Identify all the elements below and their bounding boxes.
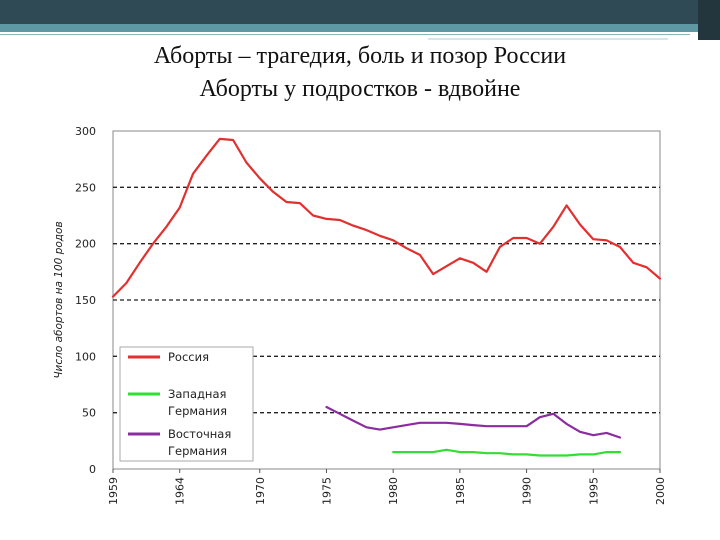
x-tick-label: 1959 [107,477,120,505]
legend-label: Восточная [168,427,231,441]
top-banner [0,0,720,24]
y-tick-label: 100 [75,350,96,363]
x-tick-label: 1980 [387,477,400,505]
y-axis-label: Число абортов на 100 родов [53,221,65,378]
legend-label: Западная [168,387,226,401]
top-banner-accent [0,24,720,32]
legend-label: Германия [168,404,227,418]
y-tick-label: 300 [75,125,96,138]
y-tick-label: 200 [75,238,96,251]
legend-label: Россия [168,350,209,364]
x-tick-label: 1970 [254,477,267,505]
x-tick-label: 1995 [587,477,600,505]
x-tick-label: 1975 [320,477,333,505]
series-line [325,405,622,439]
series-line [392,448,622,457]
title-line-1: Аборты – трагедия, боль и позор России [153,43,567,69]
header-rule [0,34,690,35]
legend-box [119,346,254,462]
y-tick-label: 50 [82,407,96,420]
legend-label: Германия [168,444,227,458]
y-tick-label: 250 [75,181,96,194]
x-tick-label: 1985 [454,477,467,505]
y-tick-label: 150 [75,294,96,307]
top-banner-corner [698,0,720,40]
y-tick-label: 0 [89,463,96,476]
x-tick-label: 1964 [174,477,187,505]
series-line [111,137,662,298]
x-tick-label: 1990 [521,477,534,505]
x-tick-label: 2000 [654,477,667,505]
title-line-2: Аборты у подростков - вдвойне [199,76,521,102]
header-rule-accent [428,38,668,40]
slide-title: Аборты – трагедия, боль и позор России А… [0,40,720,106]
